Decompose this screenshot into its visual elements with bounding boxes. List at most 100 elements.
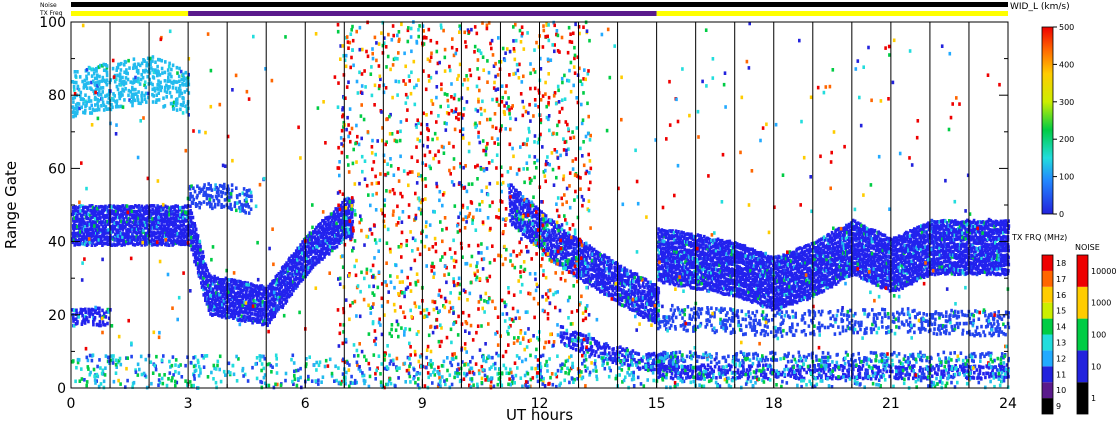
data-point [612,280,616,285]
data-point [748,287,751,291]
data-point [791,286,794,291]
data-point [627,292,630,297]
data-point [658,242,661,247]
data-point [235,310,238,315]
data-point [731,286,735,290]
data-point [257,289,261,293]
data-point [600,271,604,276]
data-point [138,223,142,227]
data-point [682,239,685,243]
txfreq-segment-2 [656,11,1008,16]
data-point [326,244,330,248]
data-point [118,226,122,231]
data-point [771,300,774,304]
data-point [203,262,207,266]
data-point [526,226,529,231]
data-point [248,306,252,311]
data-point [99,241,103,245]
data-point [660,242,663,246]
data-point [705,281,708,285]
data-point [755,295,759,300]
data-point [544,237,547,241]
data-point [90,243,94,247]
data-point [196,234,200,238]
data-point [774,303,778,307]
data-point [675,263,679,268]
data-point [300,247,303,251]
data-point [302,265,306,269]
data-point [659,272,663,277]
data-point [213,304,216,309]
data-point [197,268,201,272]
data-point [342,237,345,241]
data-point [163,213,167,217]
data-point [578,247,582,252]
data-point [94,220,98,224]
data-point [613,275,617,279]
data-point [760,283,763,288]
data-point [209,277,212,282]
data-point [132,205,136,209]
data-point [760,259,763,264]
data-point [862,273,866,277]
data-point [142,206,145,211]
data-point [71,212,74,217]
data-point [798,275,802,280]
data-point [281,293,284,297]
data-point [311,250,315,254]
data-point [855,225,859,229]
data-point [336,227,340,232]
data-point [163,228,166,232]
data-point [864,265,867,270]
data-point [158,233,162,238]
data-point [106,219,109,224]
data-point [762,288,766,293]
data-point [333,228,337,233]
data-point [683,276,687,280]
data-point [600,289,604,293]
data-point [677,230,680,234]
data-point [620,280,624,284]
data-point [319,250,323,255]
data-point [741,258,744,262]
data-point [543,228,546,233]
data-point [844,262,848,266]
data-point [635,298,639,303]
data-point [525,224,529,228]
data-point [333,212,337,217]
data-point [601,254,604,258]
data-point [559,225,562,229]
data-point [518,217,521,222]
data-point [854,266,857,270]
data-point [534,205,538,209]
data-point [739,279,742,284]
data-point [522,203,525,208]
data-point [197,253,201,258]
data-point [809,270,813,274]
data-point [576,275,579,279]
data-point [792,260,796,265]
data-point [535,232,539,236]
data-point [87,232,91,236]
data-point [332,213,335,218]
data-point [657,317,661,322]
data-point [730,260,734,264]
data-point [111,216,115,221]
data-point [555,233,558,238]
data-point [617,288,621,292]
data-point [236,301,240,305]
data-point [592,260,596,264]
data-point [749,252,752,256]
data-point [568,236,571,241]
data-point [254,317,258,322]
data-point [229,297,233,302]
data-point [593,256,596,261]
data-point [835,232,838,237]
data-point [264,310,267,315]
data-point [745,264,748,269]
data-point [79,226,82,230]
data-point [243,319,247,323]
data-point [775,296,779,300]
data-point [812,275,816,280]
data-point [800,279,804,284]
